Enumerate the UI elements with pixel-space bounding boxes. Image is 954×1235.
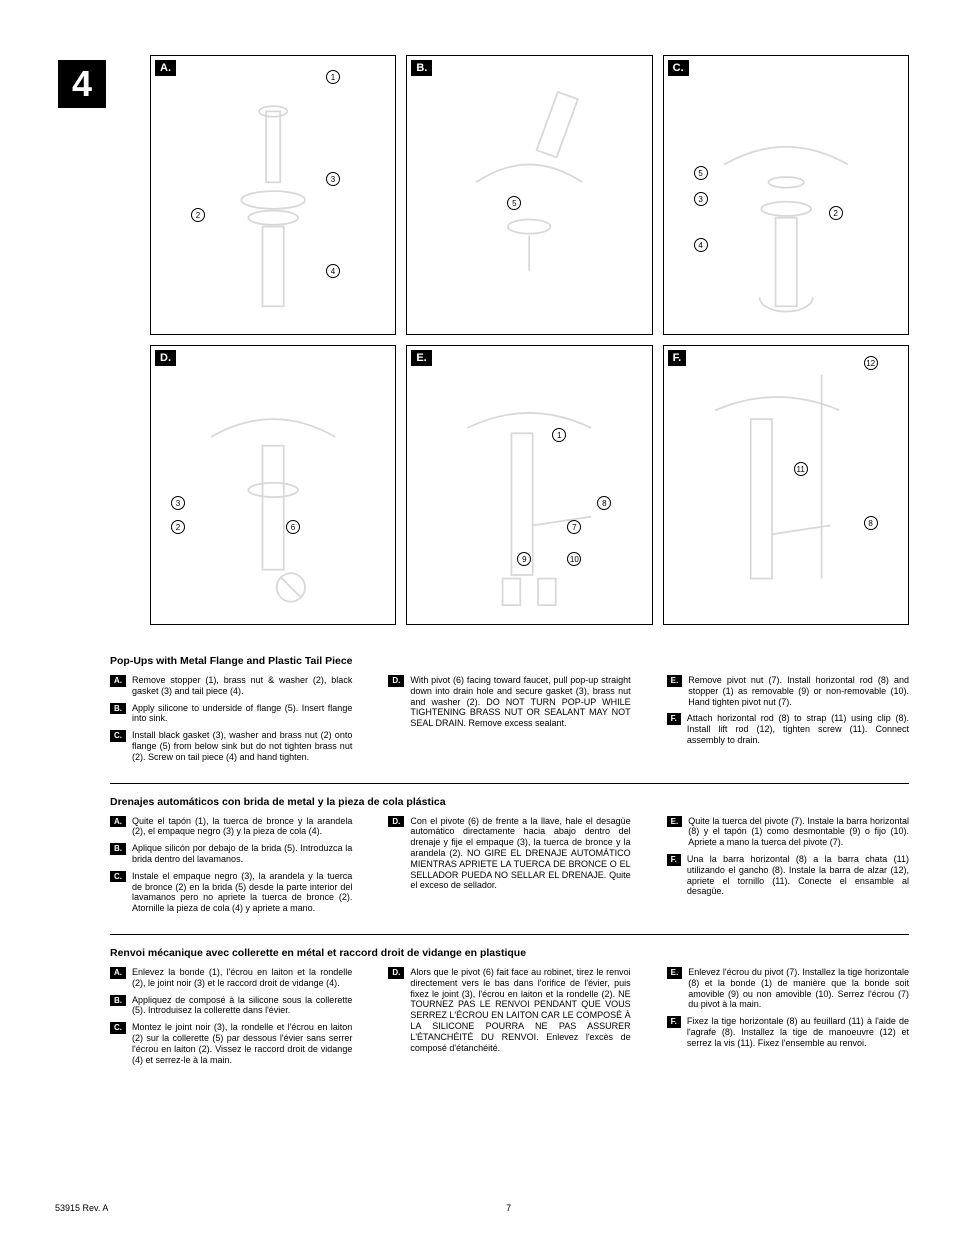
callout: 5 bbox=[694, 166, 708, 180]
step-label: C. bbox=[110, 1022, 126, 1034]
callout: 1 bbox=[326, 70, 340, 84]
panel-e: E. 1 8 7 9 10 bbox=[406, 345, 652, 625]
step-label: F. bbox=[667, 854, 681, 866]
panel-a: A. 1 3 2 4 bbox=[150, 55, 396, 335]
step-text: Install black gasket (3), washer and bra… bbox=[132, 730, 352, 762]
step-label: D. bbox=[388, 675, 404, 687]
step-label: E. bbox=[667, 675, 683, 687]
callout: 2 bbox=[829, 206, 843, 220]
step-label: B. bbox=[110, 843, 126, 855]
step-label: A. bbox=[110, 675, 126, 687]
callout: 4 bbox=[326, 264, 340, 278]
step-label: E. bbox=[667, 816, 683, 828]
step-text: Remove pivot nut (7). Install horizontal… bbox=[688, 675, 909, 707]
callout: 6 bbox=[286, 520, 300, 534]
step-number-badge: 4 bbox=[58, 60, 106, 108]
step-label: C. bbox=[110, 730, 126, 742]
callout: 3 bbox=[326, 172, 340, 186]
step-text: Fixez la tige horizontale (8) au feuilla… bbox=[687, 1016, 909, 1048]
step-label: D. bbox=[388, 816, 404, 828]
step-label: C. bbox=[110, 871, 126, 883]
step-label: F. bbox=[667, 713, 681, 725]
step-label: E. bbox=[667, 967, 683, 979]
title-es: Drenajes automáticos con brida de metal … bbox=[110, 796, 909, 808]
step-text: Quite la tuerca del pivote (7). Instale … bbox=[688, 816, 909, 848]
divider bbox=[110, 934, 909, 935]
panel-f: F. 12 11 8 bbox=[663, 345, 909, 625]
panel-c-label: C. bbox=[668, 60, 689, 76]
panel-d: D. 3 2 6 bbox=[150, 345, 396, 625]
callout: 2 bbox=[171, 520, 185, 534]
step-text: Enlevez la bonde (1), l'écrou en laiton … bbox=[132, 967, 352, 989]
section-english: Pop-Ups with Metal Flange and Plastic Ta… bbox=[110, 655, 909, 769]
callout: 4 bbox=[694, 238, 708, 252]
step-label: D. bbox=[388, 967, 404, 979]
step-label: B. bbox=[110, 703, 126, 715]
step-text: Montez le joint noir (3), la rondelle et… bbox=[132, 1022, 352, 1065]
callout: 3 bbox=[171, 496, 185, 510]
step-text: Alors que le pivot (6) fait face au robi… bbox=[410, 967, 630, 1053]
panel-c: C. 5 3 2 4 bbox=[663, 55, 909, 335]
callout: 8 bbox=[864, 516, 878, 530]
title-en: Pop-Ups with Metal Flange and Plastic Ta… bbox=[110, 655, 909, 667]
step-text: Una la barra horizontal (8) a la barra c… bbox=[687, 854, 909, 897]
page-footer: 53915 Rev. A 7 bbox=[55, 1203, 909, 1213]
diagram-grid: A. 1 3 2 4 B. 5 C. 5 3 2 4 D. 3 2 6 E. 1… bbox=[150, 55, 909, 625]
step-text: Attach horizontal rod (8) to strap (11) … bbox=[687, 713, 909, 745]
step-text: With pivot (6) facing toward faucet, pul… bbox=[410, 675, 630, 729]
callout: 12 bbox=[864, 356, 878, 370]
step-label: B. bbox=[110, 995, 126, 1007]
step-text: Remove stopper (1), brass nut & washer (… bbox=[132, 675, 352, 697]
step-text: Con el pivote (6) de frente a la llave, … bbox=[410, 816, 630, 892]
footer-page: 7 bbox=[108, 1203, 909, 1213]
step-label: F. bbox=[667, 1016, 681, 1028]
step-text: Appliquez de composé à la silicone sous … bbox=[132, 995, 352, 1017]
step-text: Apply silicone to underside of flange (5… bbox=[132, 703, 352, 725]
callout: 3 bbox=[694, 192, 708, 206]
step-text: Instale el empaque negro (3), la arandel… bbox=[132, 871, 352, 914]
panel-d-label: D. bbox=[155, 350, 176, 366]
step-label: A. bbox=[110, 967, 126, 979]
section-french: Renvoi mécanique avec collerette en méta… bbox=[110, 947, 909, 1071]
footer-docnum: 53915 Rev. A bbox=[55, 1203, 108, 1213]
panel-b: B. 5 bbox=[406, 55, 652, 335]
step-text: Quite el tapón (1), la tuerca de bronce … bbox=[132, 816, 352, 838]
section-spanish: Drenajes automáticos con brida de metal … bbox=[110, 796, 909, 920]
step-label: A. bbox=[110, 816, 126, 828]
panel-b-label: B. bbox=[411, 60, 432, 76]
callout: 11 bbox=[794, 462, 808, 476]
divider bbox=[110, 783, 909, 784]
step-text: Aplique silicón por debajo de la brida (… bbox=[132, 843, 352, 865]
step-text: Enlevez l'écrou du pivot (7). Installez … bbox=[688, 967, 909, 1010]
panel-a-label: A. bbox=[155, 60, 176, 76]
panel-f-label: F. bbox=[668, 350, 687, 366]
panel-e-label: E. bbox=[411, 350, 431, 366]
title-fr: Renvoi mécanique avec collerette en méta… bbox=[110, 947, 909, 959]
callout: 2 bbox=[191, 208, 205, 222]
